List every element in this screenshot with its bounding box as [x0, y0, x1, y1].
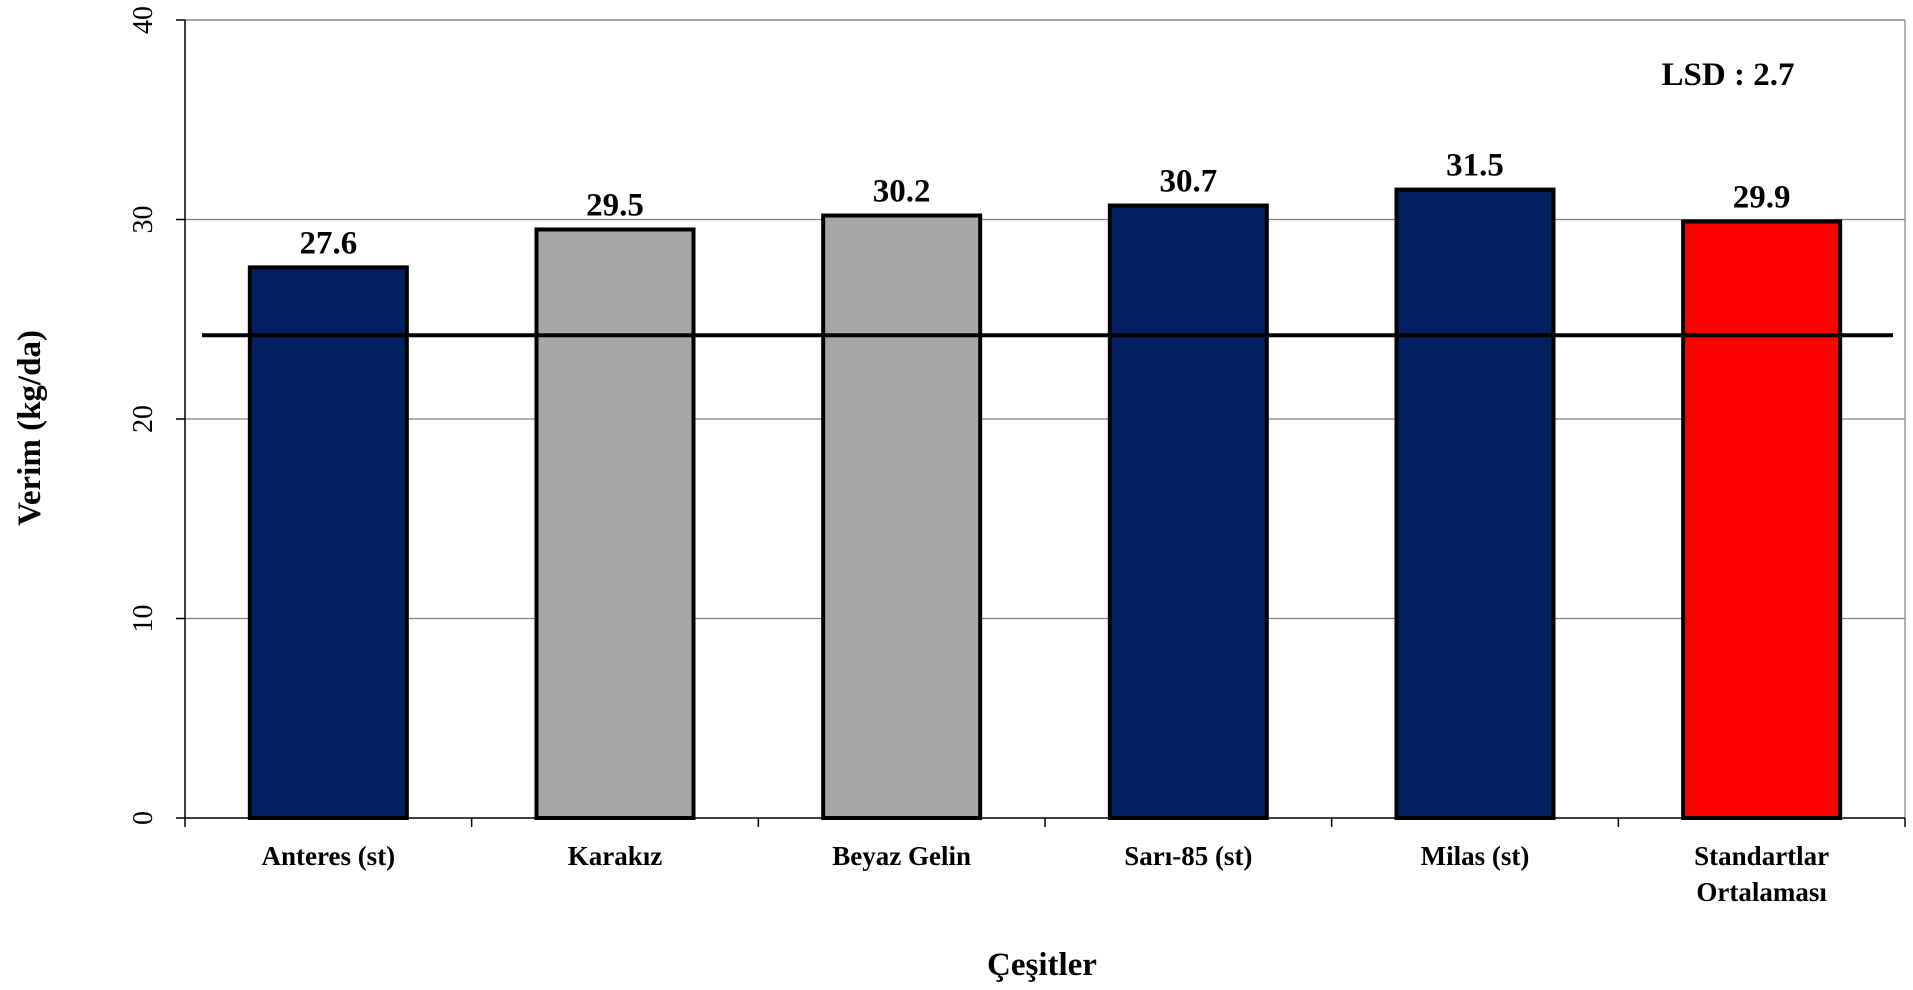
y-tick-label: 0 — [128, 811, 159, 825]
x-tick-label: Anteres (st) — [261, 841, 395, 871]
data-label: 30.2 — [873, 174, 931, 210]
labels: 27.6 29.5 30.2 30.7 31.5 29.9 0 10 20 30 40 Anteres… — [128, 6, 1829, 907]
x-tick-label-line: Beyaz Gelin — [832, 841, 971, 871]
data-label: 27.6 — [299, 225, 357, 261]
bar — [821, 213, 983, 820]
lsd-annotation: LSD : 2.7 — [1662, 57, 1795, 93]
x-tick-label: Standartlar Ortalaması — [1694, 841, 1829, 907]
x-tick-label: Milas (st) — [1421, 841, 1530, 871]
data-label: 31.5 — [1446, 148, 1504, 184]
x-tick-label-line: Anteres (st) — [261, 841, 395, 871]
bar — [1394, 187, 1556, 820]
y-tick-label: 20 — [128, 405, 159, 433]
data-label: 29.9 — [1733, 179, 1791, 215]
x-tick-label-line: Karakız — [568, 841, 663, 871]
bar — [247, 265, 409, 820]
y-axis-title: Verim (kg/da) — [12, 330, 48, 526]
bar — [1681, 219, 1843, 820]
y-tick-label: 10 — [128, 605, 159, 633]
bar — [1107, 203, 1269, 821]
x-tick-label: Karakız — [568, 841, 663, 871]
bars — [247, 187, 1843, 821]
x-tick-label: Sarı-85 (st) — [1124, 841, 1252, 871]
x-axis-title: Çeşitler — [987, 947, 1097, 983]
y-tick-label: 40 — [128, 6, 159, 34]
x-tick-label-line: Milas (st) — [1421, 841, 1530, 871]
x-tick-label-line: Ortalaması — [1696, 877, 1827, 907]
x-tick-label-line: Standartlar — [1694, 841, 1829, 871]
y-tick-label: 30 — [128, 206, 159, 234]
data-label: 29.5 — [586, 187, 644, 223]
x-tick-label-line: Sarı-85 (st) — [1124, 841, 1252, 871]
gridlines — [185, 19, 1905, 620]
data-label: 30.7 — [1159, 164, 1217, 200]
axes — [176, 19, 1906, 827]
x-tick-label: Beyaz Gelin — [832, 841, 971, 871]
bar — [534, 227, 696, 821]
